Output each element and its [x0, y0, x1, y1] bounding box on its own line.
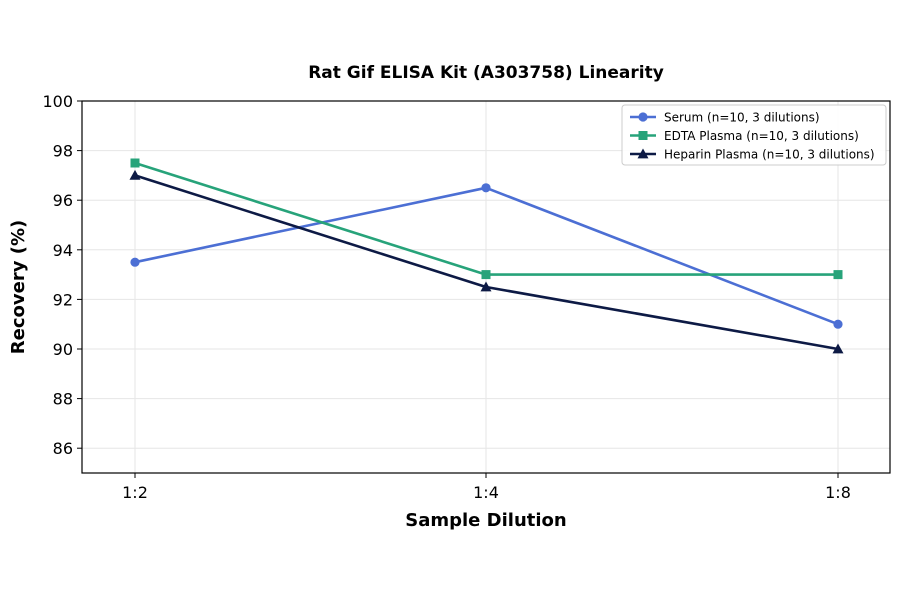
y-tick-label: 96	[53, 191, 73, 210]
data-point-legend-edta-plasma	[638, 131, 648, 140]
legend-box	[621, 104, 887, 166]
data-point-heparin-plasma	[480, 281, 492, 292]
data-point-edta-plasma	[130, 158, 140, 168]
series-edta-plasma	[130, 158, 843, 280]
legend-item-heparin-plasma: Heparin Plasma (n=10, 3 dilutions)	[630, 148, 875, 162]
series-layer	[129, 158, 844, 354]
x-tick-label: 1:8	[825, 483, 851, 502]
y-tick-label: 98	[53, 142, 73, 161]
legend: Serum (n=10, 3 dilutions) EDTA Plasma (n=…	[621, 104, 887, 166]
chart-title: Rat Gif ELISA Kit (A303758) Linearity	[308, 63, 664, 83]
data-point-serum	[130, 257, 140, 267]
y-tick-label: 100	[42, 92, 73, 111]
y-axis-label: Recovery (%)	[8, 220, 29, 354]
data-point-serum	[481, 183, 491, 193]
series-heparin-plasma	[129, 169, 844, 354]
legend-label-heparin-plasma: Heparin Plasma (n=10, 3 dilutions)	[664, 148, 875, 162]
data-point-serum	[833, 319, 843, 329]
x-axis-label: Sample Dilution	[405, 510, 566, 531]
legend-label-edta-plasma: EDTA Plasma (n=10, 3 dilutions)	[664, 129, 859, 143]
data-point-legend-heparin-plasma	[637, 148, 649, 159]
legend-label-serum: Serum (n=10, 3 dilutions)	[664, 111, 820, 125]
legend-item-edta-plasma: EDTA Plasma (n=10, 3 dilutions)	[630, 129, 859, 143]
data-point-heparin-plasma	[129, 169, 141, 180]
y-tick-label: 94	[53, 241, 73, 260]
y-tick-label: 86	[53, 439, 73, 458]
y-axis-ticks: 86 88 90 92 94 96 98 100	[42, 92, 82, 458]
series-serum	[130, 183, 843, 329]
data-point-heparin-plasma	[832, 343, 844, 354]
y-tick-label: 88	[53, 390, 73, 409]
data-point-edta-plasma	[833, 270, 843, 280]
legend-item-serum: Serum (n=10, 3 dilutions)	[630, 111, 820, 125]
y-tick-label: 90	[53, 340, 73, 359]
x-tick-label: 1:2	[122, 483, 148, 502]
data-point-legend-serum	[638, 112, 648, 122]
x-tick-label: 1:4	[473, 483, 499, 502]
x-axis-ticks: 1:2 1:4 1:8	[122, 473, 851, 502]
y-tick-label: 92	[53, 290, 73, 309]
data-point-edta-plasma	[481, 270, 491, 280]
